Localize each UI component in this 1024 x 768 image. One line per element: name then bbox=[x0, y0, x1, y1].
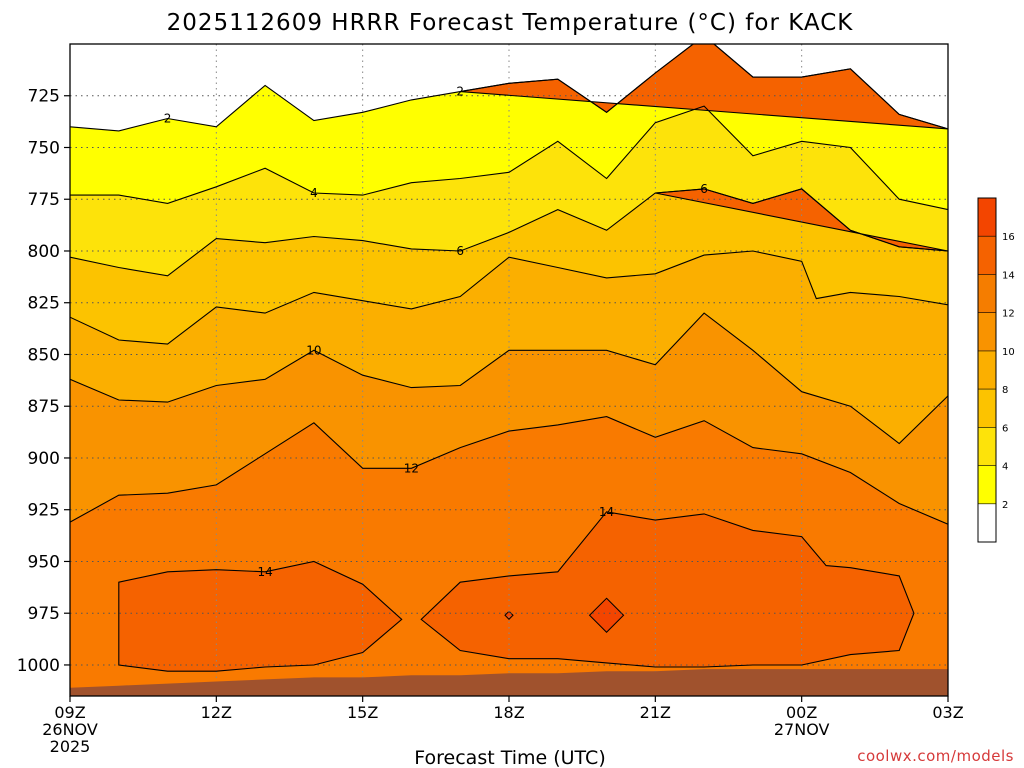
band-fill-below-2 bbox=[70, 44, 948, 131]
x-tick-label: 12Z bbox=[201, 703, 232, 722]
contour-8-5 bbox=[70, 250, 948, 345]
colorbar-swatch-4 bbox=[978, 350, 996, 390]
y-tick-label: 750 bbox=[28, 138, 60, 158]
colorbar-swatch-2 bbox=[978, 427, 996, 466]
y-tick-label: 925 bbox=[28, 501, 60, 521]
maximum-region-16-0 bbox=[588, 597, 625, 633]
y-tick-label: 725 bbox=[28, 87, 60, 107]
x-tick-label: 26NOV bbox=[42, 720, 98, 739]
colorbar-swatch-5 bbox=[978, 312, 996, 351]
band-fill-14-region-2 bbox=[118, 561, 402, 672]
contour-label-2: 2 bbox=[456, 85, 464, 99]
contour-14-9 bbox=[420, 511, 915, 668]
x-tick-label: 21Z bbox=[640, 703, 671, 722]
x-axis-label: Forecast Time (UTC) bbox=[414, 747, 605, 768]
plot-area: 2 2 4 6 6 10 12 14 14 bbox=[70, 44, 948, 696]
x-tick-label: 03Z bbox=[932, 703, 963, 722]
contour-label-10: 10 bbox=[306, 343, 321, 357]
contour-12-7 bbox=[70, 416, 948, 525]
y-tick-label: 975 bbox=[28, 604, 60, 624]
chart-title: 2025112609 HRRR Forecast Temperature (°C… bbox=[167, 10, 854, 36]
x-tick-label: 15Z bbox=[347, 703, 378, 722]
colorbar-swatch-1 bbox=[978, 465, 996, 504]
contour-label-6: 6 bbox=[456, 244, 464, 258]
contour-label-4: 4 bbox=[310, 186, 318, 200]
temperature-fills bbox=[70, 44, 948, 672]
colorbar-swatch-8 bbox=[978, 198, 996, 237]
colorbar-frame bbox=[977, 197, 997, 543]
contour-label-12: 12 bbox=[404, 461, 419, 475]
colorbar-swatch-3 bbox=[978, 389, 996, 428]
colorbar-tick-label: 12 bbox=[1002, 309, 1015, 320]
contour-6-4 bbox=[655, 188, 948, 252]
colorbar-tick-label: 16 bbox=[1002, 232, 1015, 243]
colorbar-legend: 2 4 6 8 10 12 14 16 bbox=[977, 197, 1015, 543]
y-axis: 725 750 775 800 825 850 875 900 925 950 975 1000 bbox=[17, 87, 70, 676]
x-tick-label: 00Z bbox=[786, 703, 817, 722]
watermark: coolwx.com/models bbox=[857, 747, 1014, 765]
x-tick-label: 2025 bbox=[50, 737, 91, 756]
ground-surface bbox=[70, 669, 948, 696]
contour-label-14: 14 bbox=[599, 505, 614, 519]
band-fill-14-region-1 bbox=[655, 188, 948, 251]
x-tick-label: 09Z bbox=[54, 703, 85, 722]
colorbar-tick-label: 10 bbox=[1002, 347, 1015, 358]
grid bbox=[70, 44, 948, 696]
colorbar-swatch-6 bbox=[978, 274, 996, 313]
contour-2-1 bbox=[460, 44, 948, 130]
y-tick-label: 850 bbox=[28, 345, 60, 365]
contour-label-2: 2 bbox=[164, 112, 172, 126]
y-tick-label: 800 bbox=[28, 242, 60, 262]
colorbar-tick-label: 2 bbox=[1002, 500, 1008, 511]
colorbar-tick-label: 14 bbox=[1002, 270, 1015, 281]
x-tick-label: 18Z bbox=[493, 703, 524, 722]
colorbar-tick-label: 4 bbox=[1002, 462, 1008, 473]
contour-lines: 2 2 4 6 6 10 12 14 14 bbox=[70, 44, 948, 672]
y-tick-label: 875 bbox=[28, 397, 60, 417]
y-tick-label: 900 bbox=[28, 449, 60, 469]
contour-10-6 bbox=[70, 312, 948, 445]
colorbar-tick-label: 8 bbox=[1002, 385, 1008, 396]
contour-label-6: 6 bbox=[700, 182, 708, 196]
band-fill-14-region-0 bbox=[460, 44, 948, 129]
colorbar-swatch-0 bbox=[978, 503, 996, 542]
contour-4-2 bbox=[70, 105, 948, 211]
y-tick-label: 775 bbox=[28, 190, 60, 210]
band-fill-14-region-3 bbox=[421, 511, 914, 667]
colorbar-tick-label: 6 bbox=[1002, 423, 1008, 434]
x-tick-label: 27NOV bbox=[774, 720, 830, 739]
y-tick-label: 950 bbox=[28, 552, 60, 572]
y-tick-label: 1000 bbox=[17, 656, 60, 676]
colorbar-swatch-7 bbox=[978, 236, 996, 275]
contour-14-8 bbox=[118, 560, 403, 672]
contour-label-14: 14 bbox=[257, 565, 272, 579]
y-tick-label: 825 bbox=[28, 294, 60, 314]
